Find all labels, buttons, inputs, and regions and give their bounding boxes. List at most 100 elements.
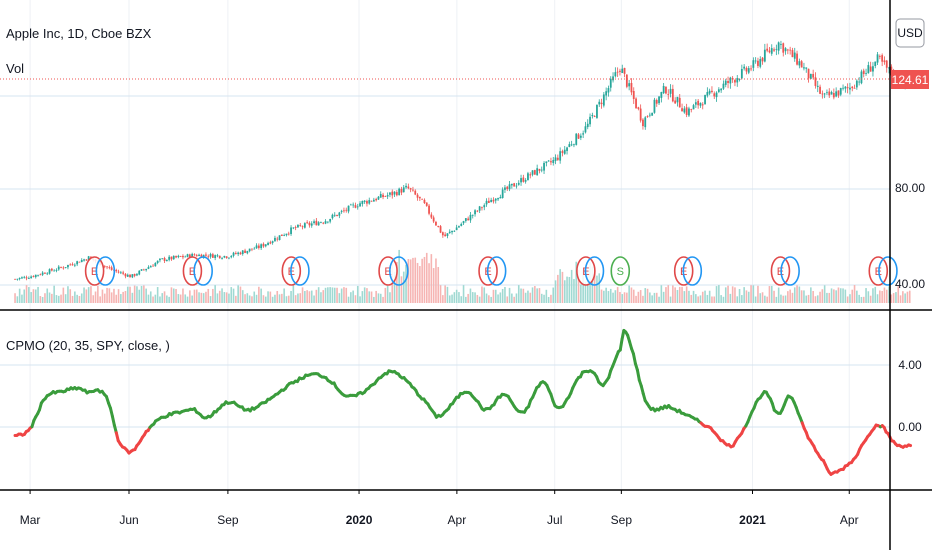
candle-body [432, 217, 435, 222]
volume-bar [835, 290, 837, 303]
volume-bar [67, 286, 69, 303]
price-axis-labels[interactable]: 40.00 80.00 4.00 0.00 [895, 181, 925, 434]
dividend-marker[interactable] [95, 256, 116, 286]
candle-body [41, 272, 44, 275]
volume-bar [343, 287, 345, 303]
volume-bar [722, 296, 725, 303]
volume-bar [478, 296, 481, 303]
candle-body [497, 198, 499, 200]
candle-body [780, 44, 782, 45]
volume-bar [251, 296, 253, 303]
dividend-marker[interactable] [780, 256, 800, 286]
volume-bar [246, 293, 249, 303]
event-ellipse [95, 256, 116, 286]
earnings-marker[interactable]: E [84, 256, 105, 286]
volume-bar [163, 291, 166, 303]
volume-bar [189, 290, 191, 303]
candle-body [260, 244, 263, 249]
candle-body [773, 49, 775, 51]
candle-body [878, 55, 881, 57]
candle-body [860, 71, 863, 84]
candle-body [582, 133, 585, 135]
volume-bar [798, 286, 801, 303]
candle-body [67, 264, 69, 268]
volume-bar [99, 296, 101, 303]
volume-bar [108, 288, 111, 303]
volume-bar [775, 296, 778, 303]
volume-bar [285, 296, 288, 303]
volume-bar [145, 288, 147, 303]
candle-body [223, 255, 226, 258]
candle-body [513, 183, 516, 187]
dividend-marker[interactable] [486, 256, 507, 286]
volume-bar [400, 276, 403, 303]
candle-body [269, 242, 272, 244]
candle-body [566, 147, 568, 151]
earnings-marker[interactable]: E [182, 256, 203, 286]
volume-bar [101, 289, 104, 303]
event-letter: S [617, 266, 624, 278]
volume-bar [87, 287, 90, 303]
candle-body [678, 97, 681, 108]
candle-body [73, 264, 76, 266]
time-axis-labels[interactable]: Mar Jun Sep 2020 Apr Jul Sep 2021 Apr [20, 490, 859, 527]
dividend-marker[interactable] [389, 256, 409, 286]
earnings-marker[interactable]: E [378, 256, 398, 286]
indicator-label: CPMO (20, 35, SPY, close, ) [6, 338, 170, 353]
candle-body [172, 255, 175, 260]
candle-body [409, 188, 412, 190]
candle-body [267, 242, 269, 245]
volume-bar [603, 290, 605, 303]
volume-bar [501, 288, 504, 303]
candle-body [844, 86, 847, 89]
dividend-marker[interactable] [878, 256, 898, 286]
dividend-marker[interactable] [290, 256, 310, 286]
candle-body [510, 183, 513, 186]
candle-body [561, 151, 564, 153]
volume-bar [347, 296, 350, 303]
candle-body [161, 258, 164, 260]
candle-body [126, 274, 129, 277]
volume-bar [106, 287, 108, 303]
volume-bar [14, 293, 16, 303]
volume-bar [557, 274, 559, 303]
candle-body [669, 88, 672, 94]
dividend-marker[interactable] [682, 256, 703, 286]
candle-body [637, 107, 640, 109]
volume-bar [193, 289, 196, 303]
volume-bar [23, 289, 26, 303]
volume-bar [736, 296, 739, 303]
dividend-marker[interactable] [193, 256, 213, 286]
volume-bar [796, 285, 798, 303]
candle-body [720, 88, 723, 91]
candle-body [715, 92, 718, 98]
currency-button[interactable]: USD [895, 18, 925, 48]
volume-bar [368, 291, 371, 303]
volume-bar [867, 291, 870, 303]
candle-body [225, 256, 228, 259]
candle-body [536, 168, 539, 176]
candle-body [690, 109, 693, 110]
candle-body [885, 60, 888, 68]
volume-bar [21, 294, 23, 303]
candle-body [363, 200, 366, 202]
candle-body [200, 254, 203, 258]
volume-bar [727, 285, 729, 303]
dividend-marker[interactable] [584, 256, 605, 286]
split-marker[interactable]: S [610, 256, 631, 286]
time-tick-label: Mar [20, 513, 41, 527]
volume-bar [366, 288, 368, 303]
candle-body [754, 60, 757, 62]
volume-bar [37, 286, 39, 303]
volume-bar [124, 290, 127, 303]
candle-body [579, 135, 582, 138]
volume-bar [191, 295, 193, 303]
candle-body [343, 210, 345, 212]
volume-bar [409, 259, 412, 303]
volume-bar [632, 289, 635, 303]
volume-bar [308, 291, 311, 303]
volume-bar [324, 287, 327, 303]
volume-bar [138, 289, 141, 303]
